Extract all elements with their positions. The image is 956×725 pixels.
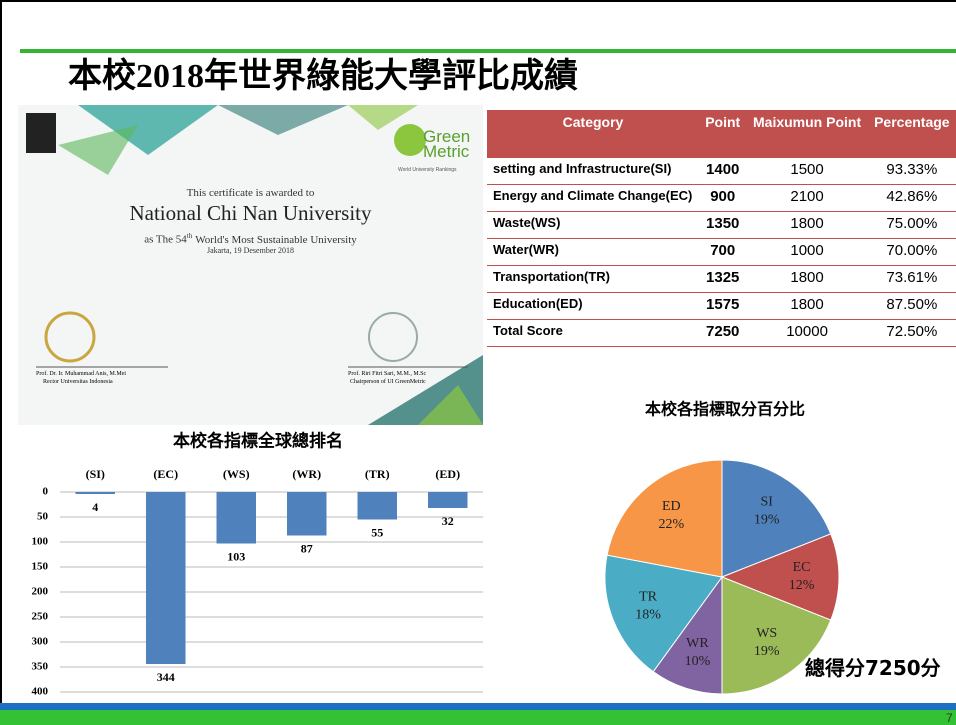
- x-tick-label: (WS): [223, 467, 250, 481]
- y-tick-label: 300: [32, 636, 49, 648]
- y-tick-label: 0: [43, 486, 49, 498]
- slice-label: 12%: [789, 578, 815, 593]
- slice-name: ED: [662, 499, 681, 514]
- bar: [146, 492, 185, 664]
- y-tick-label: 350: [32, 661, 49, 673]
- footer-band: [0, 710, 956, 725]
- slice-label: 19%: [754, 644, 780, 659]
- slice-name: EC: [793, 560, 811, 575]
- bar: [428, 492, 467, 508]
- data-label: 87: [301, 541, 313, 555]
- data-label: 55: [371, 525, 383, 539]
- slice-label: 19%: [754, 512, 780, 527]
- x-tick-label: (EC): [153, 467, 178, 481]
- slice-label: 10%: [685, 654, 711, 669]
- x-tick-label: (ED): [435, 467, 460, 481]
- slice-name: WR: [686, 636, 709, 651]
- x-tick-label: (SI): [86, 467, 105, 481]
- total-score: 總得分7250分: [805, 652, 941, 681]
- y-tick-label: 400: [32, 686, 49, 698]
- charts: 本校各指標全球總排名 0 50 100 150 200 250 300 350 400 (SI) 4 (…: [0, 0, 956, 725]
- slice-label: 22%: [658, 517, 684, 532]
- y-tick-label: 200: [32, 586, 49, 598]
- y-tick-label: 250: [32, 611, 49, 623]
- x-tick-label: (TR): [365, 467, 390, 481]
- y-tick-label: 150: [32, 561, 49, 573]
- slice-label: 18%: [635, 608, 661, 623]
- bar: [76, 492, 115, 494]
- slice-name: TR: [639, 590, 658, 605]
- bar: [287, 492, 326, 536]
- data-label: 103: [227, 549, 245, 563]
- footer-band: [0, 703, 956, 710]
- chart-title: 本校各指標取分百分比: [645, 400, 805, 419]
- x-tick-label: (WR): [292, 467, 321, 481]
- bar: [217, 492, 256, 544]
- y-tick-label: 50: [37, 511, 49, 523]
- chart-title: 本校各指標全球總排名: [173, 431, 343, 452]
- slice-name: SI: [760, 494, 773, 509]
- slice-name: WS: [756, 626, 777, 641]
- bar: [358, 492, 397, 520]
- data-label: 344: [157, 670, 175, 684]
- data-label: 4: [92, 500, 98, 514]
- slide: 本校2018年世界綠能大學評比成績 Green Metric World Uni…: [0, 0, 956, 725]
- data-label: 32: [442, 514, 454, 528]
- y-tick-label: 100: [32, 536, 49, 548]
- page-number: 7: [946, 711, 953, 725]
